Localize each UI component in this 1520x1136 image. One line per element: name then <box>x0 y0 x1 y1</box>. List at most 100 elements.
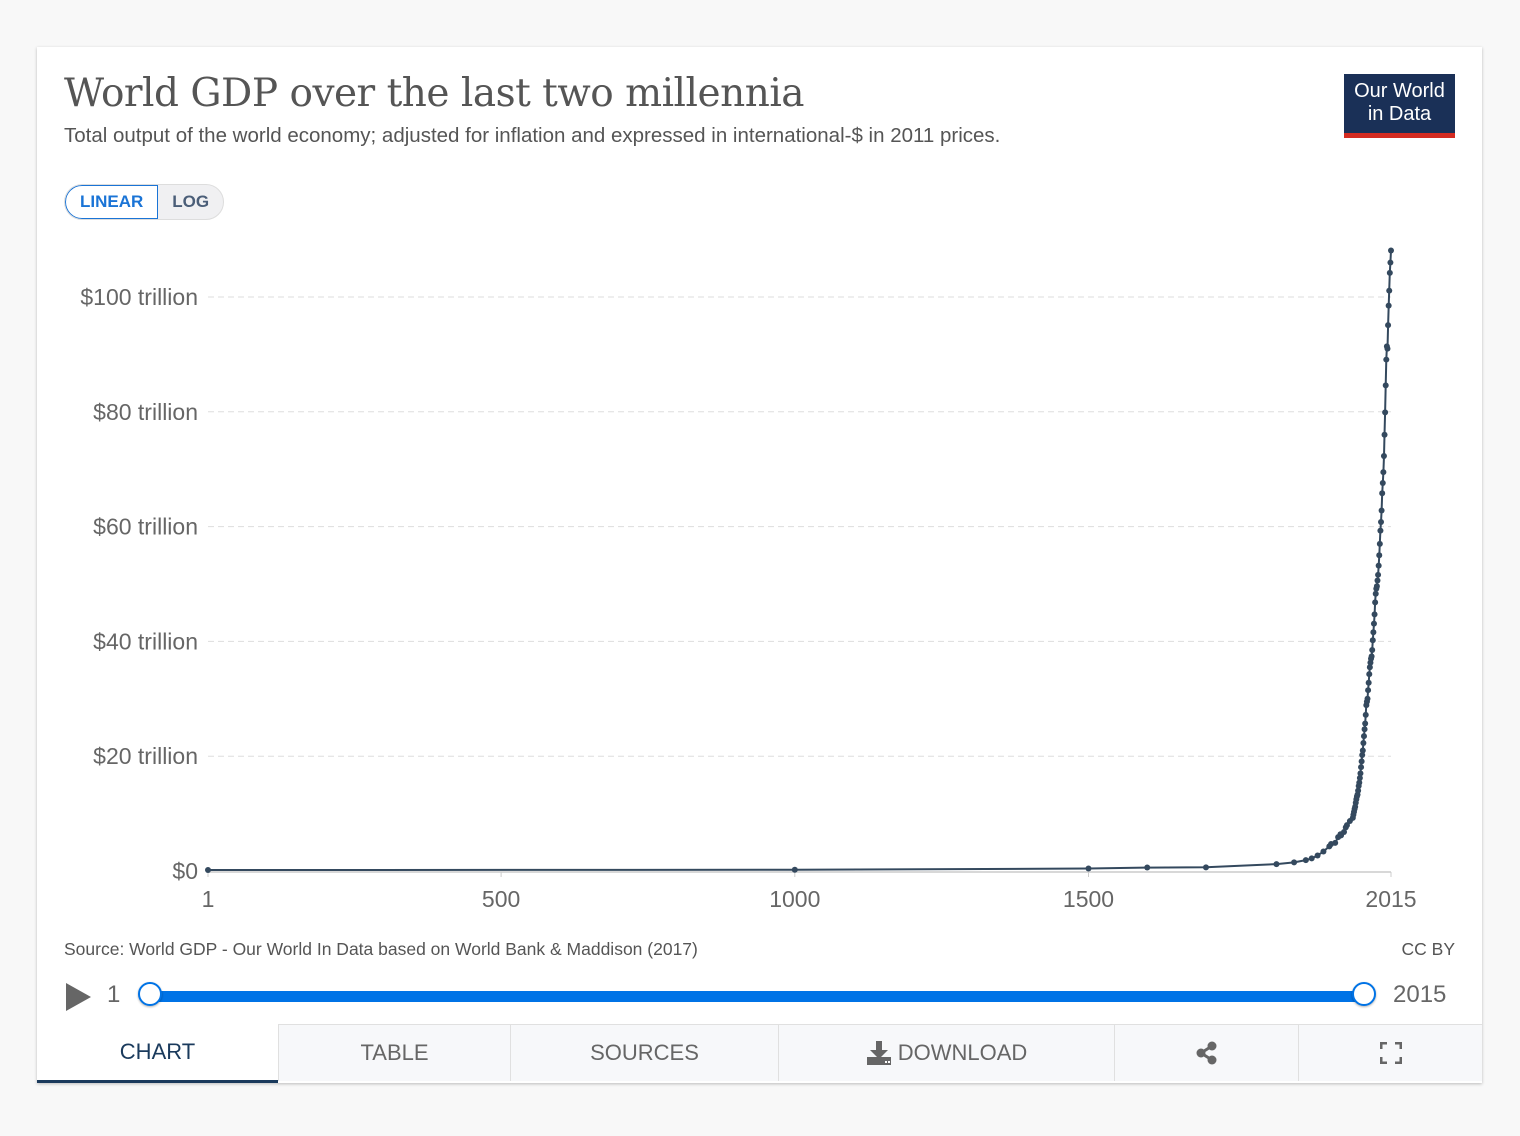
data-point[interactable] <box>1385 322 1392 329</box>
source-note[interactable]: Source: World GDP - Our World In Data ba… <box>64 939 698 959</box>
data-point[interactable] <box>1386 287 1393 294</box>
data-point[interactable] <box>1385 302 1392 309</box>
data-point[interactable] <box>1332 839 1339 846</box>
data-point[interactable] <box>1373 583 1380 590</box>
data-point[interactable] <box>1371 611 1378 618</box>
data-point[interactable] <box>1370 629 1377 636</box>
owid-logo[interactable]: Our World in Data <box>1344 74 1455 138</box>
data-point[interactable] <box>1369 637 1376 644</box>
tab-table[interactable]: TABLE <box>278 1024 510 1081</box>
linear-scale-button[interactable]: LINEAR <box>65 185 159 219</box>
data-point[interactable] <box>791 866 798 873</box>
data-point[interactable] <box>1381 431 1388 438</box>
timeline-track[interactable] <box>150 991 1362 1002</box>
y-tick-label: $20 trillion <box>93 743 198 769</box>
timeline-end-label: 2015 <box>1393 981 1447 1008</box>
data-point[interactable] <box>1380 469 1387 476</box>
data-point[interactable] <box>1382 409 1389 416</box>
data-point[interactable] <box>1380 452 1387 459</box>
tab-table-label: TABLE <box>360 1040 429 1065</box>
license-link[interactable]: CC BY <box>1401 939 1455 959</box>
series-line <box>207 250 1392 871</box>
data-point[interactable] <box>1375 562 1382 569</box>
data-point[interactable] <box>1341 828 1348 835</box>
data-point[interactable] <box>1273 861 1280 868</box>
data-point[interactable] <box>1361 726 1368 733</box>
data-point[interactable] <box>1320 848 1327 855</box>
data-point[interactable] <box>1355 787 1362 794</box>
data-point[interactable] <box>1358 764 1365 771</box>
data-point[interactable] <box>1386 269 1393 276</box>
data-point[interactable] <box>1369 647 1376 654</box>
tab-fullscreen[interactable] <box>1298 1024 1482 1081</box>
data-point[interactable] <box>1362 720 1369 727</box>
data-point[interactable] <box>1384 345 1391 352</box>
data-point[interactable] <box>1302 857 1309 864</box>
logo-line-2: in Data <box>1367 103 1432 125</box>
data-point[interactable] <box>1085 865 1092 872</box>
data-point[interactable] <box>1360 739 1367 746</box>
log-scale-button[interactable]: LOG <box>172 192 210 211</box>
data-point[interactable] <box>1374 577 1381 584</box>
logo-accent-bar <box>1344 133 1455 138</box>
data-point[interactable] <box>1379 490 1386 497</box>
data-point[interactable] <box>1144 864 1151 871</box>
data-point[interactable] <box>1362 711 1369 718</box>
data-point[interactable] <box>1202 864 1209 871</box>
data-point[interactable] <box>1375 571 1382 578</box>
gridlines <box>208 296 1391 873</box>
data-point[interactable] <box>1365 679 1372 686</box>
data-point[interactable] <box>1376 552 1383 559</box>
timeline: 1 2015 <box>64 979 1455 1015</box>
data-point[interactable] <box>1387 259 1394 266</box>
data-point[interactable] <box>1360 733 1367 740</box>
tab-download[interactable]: DOWNLOAD <box>778 1024 1114 1081</box>
data-point[interactable] <box>1366 671 1373 678</box>
download-icon <box>866 1041 891 1065</box>
data-point[interactable] <box>1359 747 1366 754</box>
data-point[interactable] <box>1366 664 1373 671</box>
data-point[interactable] <box>1308 855 1315 862</box>
data-point[interactable] <box>1357 770 1364 777</box>
tab-share[interactable] <box>1114 1024 1298 1081</box>
data-point[interactable] <box>1372 590 1379 597</box>
timeline-start-handle[interactable] <box>138 982 162 1006</box>
data-point[interactable] <box>1377 527 1384 534</box>
data-point[interactable] <box>1376 540 1383 547</box>
tab-sources[interactable]: SOURCES <box>510 1024 778 1081</box>
data-point[interactable] <box>1383 356 1390 363</box>
y-tick-label: $80 trillion <box>93 399 198 425</box>
data-point[interactable] <box>1388 247 1394 254</box>
tab-chart[interactable]: CHART <box>37 1024 278 1083</box>
data-point[interactable] <box>1358 758 1365 765</box>
data-point[interactable] <box>1368 653 1375 660</box>
y-tick-label: $100 trillion <box>80 284 198 310</box>
data-point[interactable] <box>1356 779 1363 786</box>
data-point[interactable] <box>1359 752 1366 759</box>
fullscreen-icon <box>1379 1042 1402 1064</box>
chart-subtitle: Total output of the world economy; adjus… <box>64 124 1001 147</box>
x-tick-label: 1000 <box>769 886 820 912</box>
data-point[interactable] <box>1314 852 1321 859</box>
timeline-end-handle[interactable] <box>1352 982 1376 1006</box>
chart-card: World GDP over the last two millennia To… <box>37 47 1482 1083</box>
data-point[interactable] <box>205 866 211 873</box>
logo-line-1: Our World <box>1354 80 1445 102</box>
data-point[interactable] <box>1378 519 1385 526</box>
data-point[interactable] <box>1365 687 1372 694</box>
tab-chart-label: CHART <box>119 1039 196 1064</box>
data-point[interactable] <box>1291 859 1298 866</box>
data-point[interactable] <box>1372 599 1379 606</box>
chart-title: World GDP over the last two millennia <box>64 71 805 116</box>
y-tick-label: $0 <box>172 858 198 884</box>
tab-download-label: DOWNLOAD <box>897 1040 1028 1065</box>
play-icon[interactable] <box>66 983 91 1011</box>
data-point[interactable] <box>1364 695 1371 702</box>
data-point[interactable] <box>1370 620 1377 627</box>
y-tick-label: $60 trillion <box>93 514 198 540</box>
data-point[interactable] <box>1382 382 1389 389</box>
scale-toggle: LINEAR LOG <box>64 184 225 220</box>
data-point[interactable] <box>1356 775 1363 782</box>
data-point[interactable] <box>1379 479 1386 486</box>
data-point[interactable] <box>1378 507 1385 514</box>
